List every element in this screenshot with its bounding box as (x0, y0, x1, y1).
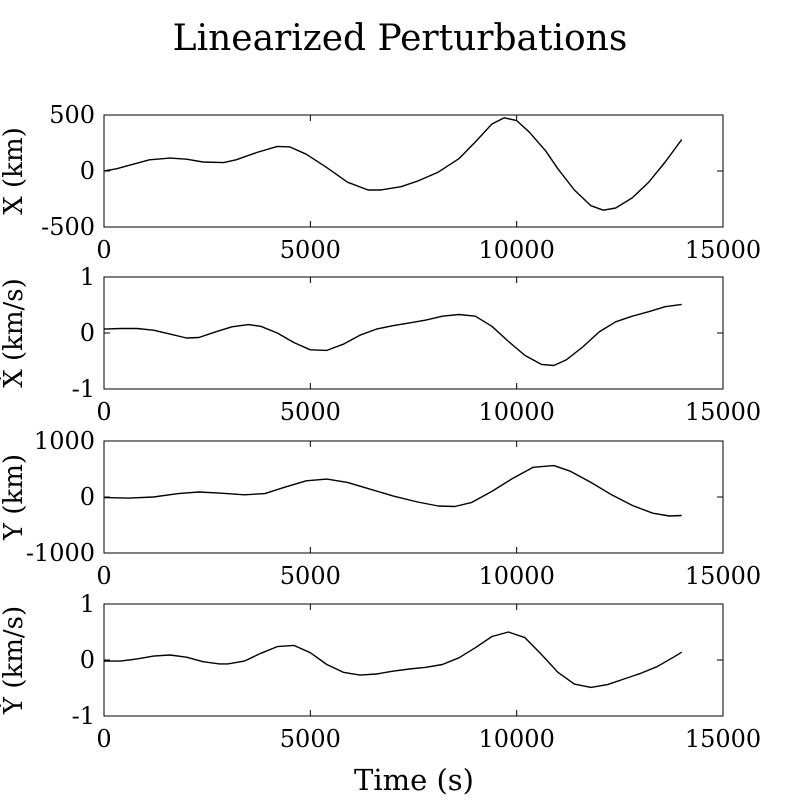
y-tick-label: 1 (80, 263, 95, 291)
y-tick-label: -1000 (26, 539, 95, 567)
y-axis-label: Ẏ (km/s) (0, 606, 29, 715)
y-tick-label: 0 (80, 319, 95, 347)
x-axis-label: Time (s) (354, 763, 474, 797)
x-tick-label: 0 (96, 236, 111, 264)
x-tick-label: 10000 (478, 562, 554, 590)
series-line (104, 631, 683, 689)
y-axis-label: Ẋ (km/s) (0, 278, 29, 388)
series-line (103, 464, 682, 517)
x-tick-label: 0 (96, 398, 111, 426)
series-line (103, 117, 683, 211)
x-tick-label: 15000 (685, 398, 761, 426)
y-tick-label: 0 (80, 646, 95, 674)
x-tick-label: 0 (96, 562, 111, 590)
y-axis-label: X (km) (0, 127, 29, 214)
x-tick-label: 5000 (280, 398, 341, 426)
y-tick-label: 0 (80, 483, 95, 511)
series-line (103, 303, 682, 367)
x-tick-label: 5000 (280, 236, 341, 264)
y-tick-label: 1 (80, 590, 95, 618)
y-tick-label: -1 (72, 702, 95, 730)
axes-box (103, 114, 724, 228)
x-tick-label: 10000 (478, 398, 554, 426)
y-tick-label: -1 (72, 375, 95, 403)
x-tick-label: 10000 (478, 236, 554, 264)
figure-title: Linearized Perturbations (173, 18, 628, 59)
x-tick-label: 15000 (685, 236, 761, 264)
x-tick-label: 0 (96, 725, 111, 753)
axes-box (103, 276, 724, 390)
y-axis-label: Y (km) (0, 454, 29, 541)
axes-box (103, 440, 724, 554)
y-tick-label: -500 (41, 213, 95, 241)
x-tick-label: 5000 (280, 725, 341, 753)
y-tick-label: 500 (49, 101, 95, 129)
y-tick-label: 0 (80, 157, 95, 185)
x-tick-label: 10000 (478, 725, 554, 753)
x-tick-label: 15000 (685, 562, 761, 590)
y-tick-label: 1000 (34, 427, 95, 455)
x-tick-label: 15000 (685, 725, 761, 753)
x-tick-label: 5000 (280, 562, 341, 590)
